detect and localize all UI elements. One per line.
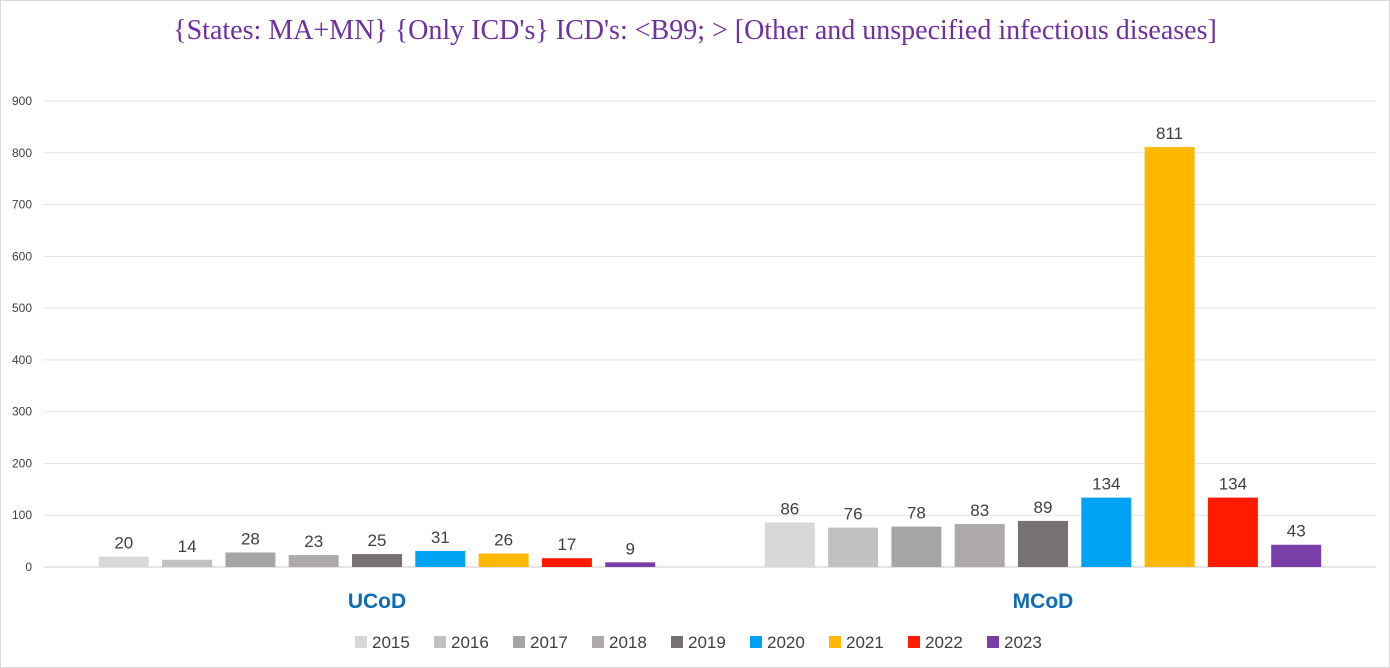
data-label-mcod-2016: 76	[844, 505, 863, 524]
legend-label-2016: 2016	[451, 633, 489, 652]
legend-swatch-2022	[908, 636, 920, 648]
category-label-ucod: UCoD	[348, 590, 406, 613]
legend-label-2018: 2018	[609, 633, 647, 652]
data-label-ucod-2015: 20	[114, 534, 133, 553]
y-tick-label: 0	[25, 560, 32, 574]
bar-mcod-2018	[954, 524, 1005, 567]
category-label-mcod: MCoD	[1013, 590, 1074, 613]
legend-label-2015: 2015	[372, 633, 410, 652]
legend-label-2021: 2021	[846, 633, 884, 652]
data-label-ucod-2017: 28	[241, 530, 260, 549]
y-tick-label: 300	[12, 405, 32, 419]
bar-ucod-2017	[225, 552, 276, 567]
bars	[98, 147, 1322, 568]
y-axis-ticks: 0 100 200 300 400 500 600 700 800 900	[12, 94, 32, 574]
legend-swatch-2023	[987, 636, 999, 648]
y-tick-label: 700	[12, 198, 32, 212]
data-label-ucod-2020: 31	[431, 528, 450, 547]
bar-mcod-2019	[1018, 520, 1068, 567]
chart-title: {States: MA+MN} {Only ICD's} ICD's: <B99…	[173, 15, 1217, 46]
data-label-mcod-2018: 83	[970, 501, 989, 520]
bar-mcod-2023	[1271, 544, 1322, 567]
legend-swatch-2020	[750, 636, 762, 648]
legend: 2015 2016 2017 2018 2019 2020 2021 2022 2023	[355, 633, 1042, 652]
bar-mcod-2021	[1144, 147, 1195, 568]
data-label-ucod-2016: 14	[178, 537, 197, 556]
legend-swatch-2019	[671, 636, 683, 648]
legend-swatch-2018	[592, 636, 604, 648]
bar-mcod-2016	[828, 527, 879, 567]
bar-ucod-2020	[415, 550, 466, 567]
legend-swatch-2016	[434, 636, 446, 648]
bar-mcod-2022	[1207, 497, 1258, 567]
legend-swatch-2021	[829, 636, 841, 648]
data-label-mcod-2015: 86	[780, 499, 799, 518]
bar-ucod-2022	[541, 558, 592, 567]
bar-ucod-2015	[98, 556, 149, 567]
data-label-mcod-2017: 78	[907, 504, 926, 523]
data-label-mcod-2021: 811	[1156, 124, 1183, 143]
y-tick-label: 500	[12, 301, 32, 315]
data-label-ucod-2023: 9	[625, 539, 634, 558]
bar-mcod-2017	[891, 526, 942, 567]
bar-ucod-2023	[605, 562, 656, 567]
legend-label-2020: 2020	[767, 633, 805, 652]
legend-label-2017: 2017	[530, 633, 568, 652]
legend-label-2019: 2019	[688, 633, 726, 652]
data-label-mcod-2020: 134	[1092, 475, 1120, 494]
data-label-ucod-2021: 26	[494, 531, 513, 550]
y-tick-label: 400	[12, 353, 32, 367]
data-label-ucod-2019: 25	[368, 531, 387, 550]
y-tick-label: 600	[12, 249, 32, 263]
bar-ucod-2021	[478, 553, 529, 567]
legend-swatch-2015	[355, 636, 367, 648]
bar-ucod-2019	[352, 554, 402, 567]
data-label-mcod-2019: 89	[1034, 498, 1053, 517]
data-label-ucod-2018: 23	[304, 532, 323, 551]
data-label-mcod-2022: 134	[1219, 475, 1247, 494]
y-tick-label: 900	[12, 94, 32, 108]
legend-swatch-2017	[513, 636, 525, 648]
data-label-mcod-2023: 43	[1287, 522, 1306, 541]
data-labels: 20 14 28 23 25 31 26 17 9 86 76 78 83 89 134 811 134 43	[114, 124, 1305, 558]
legend-label-2022: 2022	[925, 633, 963, 652]
legend-label-2023: 2023	[1004, 633, 1042, 652]
y-tick-label: 200	[12, 456, 32, 470]
bar-mcod-2020	[1081, 497, 1132, 567]
y-tick-label: 100	[12, 508, 32, 522]
bar-ucod-2016	[162, 559, 213, 567]
data-label-ucod-2022: 17	[557, 535, 576, 554]
bar-mcod-2015	[764, 522, 815, 567]
category-labels: UCoD MCoD	[348, 590, 1073, 613]
bar-ucod-2018	[288, 555, 339, 567]
y-tick-label: 800	[12, 146, 32, 160]
